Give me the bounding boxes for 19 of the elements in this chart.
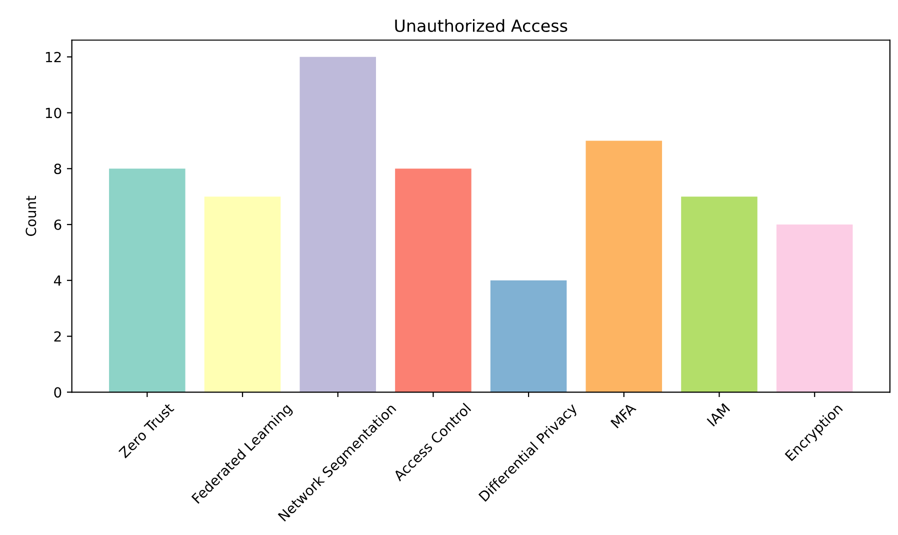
- bar: [395, 168, 472, 392]
- x-tick-label: MFA: [610, 402, 636, 428]
- bar: [776, 224, 853, 392]
- y-tick-label: 4: [54, 276, 62, 286]
- y-tick-label: 8: [54, 164, 62, 174]
- y-tick-label: 0: [54, 387, 62, 398]
- y-tick-label: 10: [46, 108, 62, 118]
- y-tick-label: 6: [54, 219, 62, 230]
- bar: [109, 168, 186, 392]
- bar: [204, 196, 281, 392]
- bar: [300, 56, 376, 392]
- y-tick-label: 12: [46, 52, 61, 62]
- x-tick-label: IAM: [706, 403, 730, 426]
- y-tick-label: 2: [54, 331, 61, 342]
- y-axis-title: Count: [26, 196, 36, 236]
- bar: [490, 280, 567, 392]
- bar: [586, 140, 662, 392]
- chart-title: Unauthorized Access: [395, 19, 568, 32]
- bar: [681, 196, 758, 392]
